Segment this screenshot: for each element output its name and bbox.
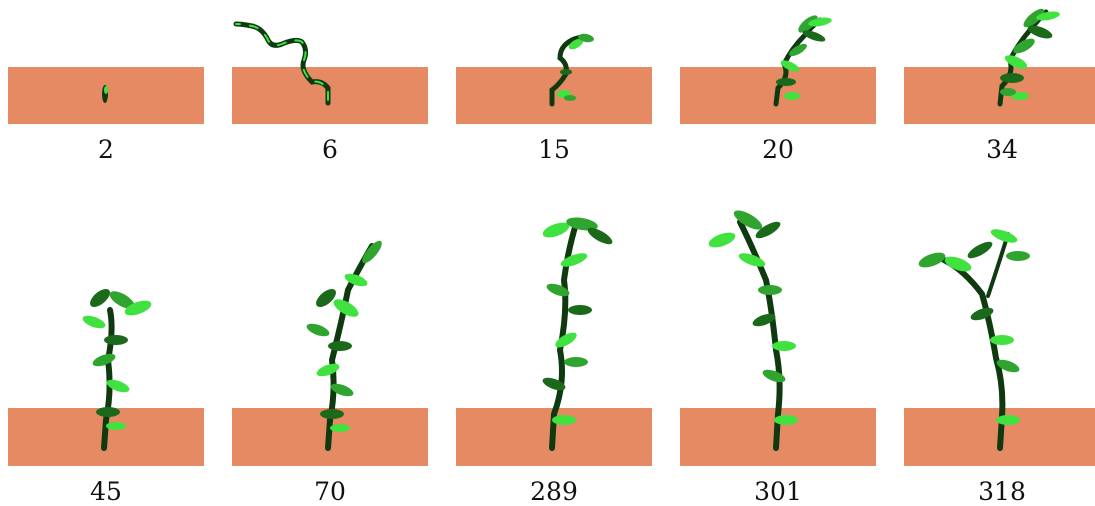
plant-leaves bbox=[306, 240, 382, 432]
step-label-20: 20 bbox=[762, 135, 794, 164]
plant-leaves bbox=[708, 210, 798, 425]
plant-render-289 bbox=[456, 217, 652, 466]
panel-step-301 bbox=[680, 190, 876, 470]
plant-leaves bbox=[542, 217, 613, 425]
panel-step-6 bbox=[232, 0, 428, 130]
plant-render-70 bbox=[232, 240, 428, 466]
panel-step-289 bbox=[456, 190, 652, 470]
panel-step-2 bbox=[8, 0, 204, 130]
plant-render-34 bbox=[904, 8, 1095, 124]
panel-step-318 bbox=[904, 190, 1095, 470]
plant-render-318 bbox=[904, 229, 1095, 466]
plant-render-2 bbox=[8, 67, 204, 124]
plant-render-20 bbox=[680, 15, 876, 124]
step-label-15: 15 bbox=[538, 135, 570, 164]
step-label-2: 2 bbox=[98, 135, 114, 164]
panel-step-45 bbox=[8, 190, 204, 470]
step-label-301: 301 bbox=[754, 477, 802, 506]
plant-leaves bbox=[557, 33, 594, 101]
step-label-70: 70 bbox=[314, 477, 346, 506]
plant-render-301 bbox=[680, 210, 876, 466]
plant-leaves bbox=[776, 15, 832, 100]
plant-leaves bbox=[82, 289, 152, 430]
plant-stem bbox=[325, 243, 375, 451]
plant-render-15 bbox=[456, 33, 652, 124]
plant-render-6 bbox=[232, 21, 428, 124]
plant-leaves bbox=[1000, 8, 1060, 100]
step-label-34: 34 bbox=[986, 135, 1018, 164]
panel-step-70 bbox=[232, 190, 428, 470]
plant-render-45 bbox=[8, 289, 204, 466]
plant-stem bbox=[549, 34, 591, 107]
panel-step-34 bbox=[904, 0, 1095, 130]
plant-leaves bbox=[918, 229, 1030, 425]
panel-step-15 bbox=[456, 0, 652, 130]
step-label-289: 289 bbox=[530, 477, 578, 506]
step-label-6: 6 bbox=[322, 135, 338, 164]
plant-stem bbox=[233, 21, 331, 106]
step-label-45: 45 bbox=[90, 477, 122, 506]
step-label-318: 318 bbox=[978, 477, 1026, 506]
panel-step-20 bbox=[680, 0, 876, 130]
